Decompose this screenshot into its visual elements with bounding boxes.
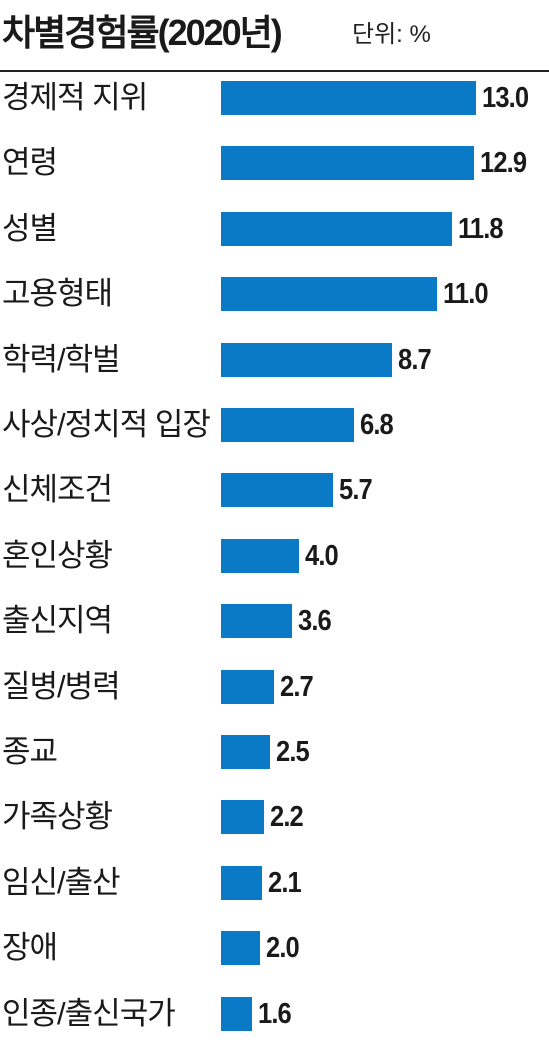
bar [221,538,300,573]
bar [221,211,453,246]
value-label: 11.0 [442,278,489,311]
value-label: 4.0 [305,539,339,572]
bar [221,146,475,181]
category-label: 학력/학벌 [2,341,121,377]
bar [221,669,274,704]
bar [221,931,261,966]
bar [221,735,271,769]
category-label: 혼인상황 [2,537,113,573]
value-label: 6.8 [360,409,394,441]
category-label: 장애 [2,930,58,966]
chart-header: 차별경험률(2020년) 단위: % [0,0,549,60]
bar [221,342,392,377]
bar [221,81,476,115]
value-label: 2.7 [279,670,314,703]
category-label: 연령 [2,145,58,181]
category-label: 사상/정치적 입장 [2,407,211,442]
bar [221,277,437,312]
value-label: 1.6 [258,997,292,1030]
value-label: 3.6 [297,605,332,638]
bar [221,800,265,835]
value-label: 2.2 [270,801,304,834]
category-label: 질병/병력 [2,668,121,704]
category-label: 신체조건 [2,472,113,508]
value-label: 8.7 [397,343,432,376]
category-label: 인종/출신국가 [2,995,176,1031]
header-divider [0,70,549,72]
bar [221,865,263,900]
category-label: 종교 [2,734,58,769]
value-label: 2.1 [268,866,302,899]
category-label: 성별 [2,210,58,246]
category-label: 출신지역 [2,603,113,639]
bar [221,604,292,639]
value-label: 2.5 [276,736,310,768]
unit-label: 단위: % [352,21,431,48]
value-label: 13.0 [482,82,529,114]
bar [221,996,253,1031]
category-label: 가족상황 [2,799,113,835]
value-label: 5.7 [338,474,373,507]
value-label: 12.9 [480,147,527,180]
bar [221,473,333,508]
category-label: 고용형태 [2,276,113,312]
category-label: 임신/출산 [2,864,121,900]
chart-title: 차별경험률(2020년) [2,12,283,53]
bar [221,408,355,442]
value-label: 2.0 [266,932,300,965]
value-label: 11.8 [458,212,504,245]
category-label: 경제적 지위 [2,80,148,115]
